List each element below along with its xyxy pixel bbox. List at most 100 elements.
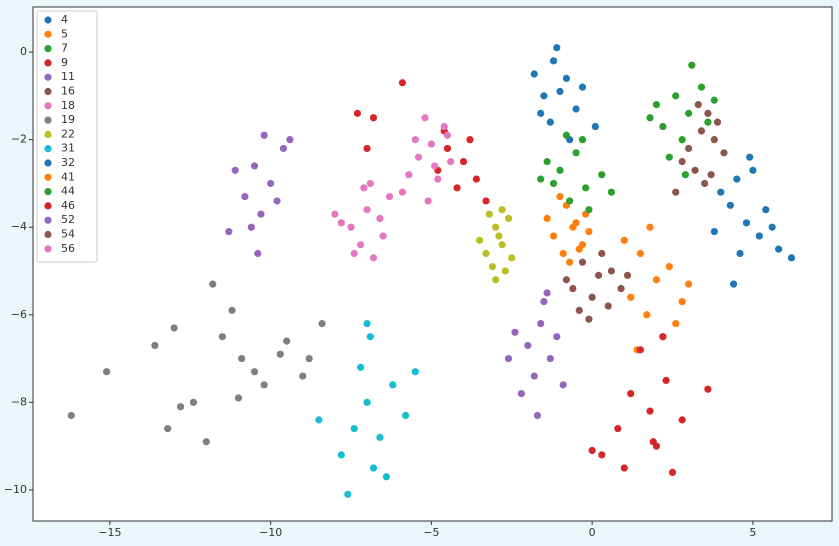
scatter-point (620, 236, 628, 244)
scatter-point (376, 433, 384, 441)
scatter-point (382, 473, 390, 481)
scatter-point (704, 118, 712, 126)
scatter-point (257, 210, 265, 218)
scatter-point (572, 105, 580, 113)
scatter-point (672, 92, 680, 100)
scatter-point (787, 254, 796, 262)
scatter-point (443, 131, 452, 139)
scatter-point (501, 267, 509, 275)
scatter-point (717, 188, 725, 196)
legend-label: 18 (61, 99, 75, 112)
scatter-point (623, 271, 632, 279)
scatter-point (533, 411, 542, 420)
scatter-point (427, 140, 435, 148)
scatter-point (366, 179, 374, 188)
scatter-point (569, 284, 577, 293)
scatter-point (537, 109, 545, 117)
scatter-point (189, 398, 198, 406)
scatter-point (498, 206, 506, 214)
legend-marker (44, 202, 52, 210)
scatter-point (318, 319, 326, 328)
scatter-point (453, 184, 461, 192)
scatter-point (357, 363, 365, 371)
scatter-point (344, 490, 352, 498)
legend-marker (44, 102, 52, 110)
scatter-point (350, 249, 358, 258)
legend-label: 46 (61, 199, 75, 212)
scatter-point (562, 131, 571, 139)
scatter-point (720, 149, 728, 157)
scatter-point (411, 368, 419, 376)
scatter-point (636, 346, 644, 354)
scatter-point (543, 157, 551, 166)
legend-label: 7 (61, 42, 68, 55)
scatter-point (250, 162, 259, 170)
scatter-point (337, 451, 345, 459)
scatter-point (733, 175, 741, 183)
scatter-point (578, 136, 587, 144)
scatter-point (273, 197, 281, 205)
scatter-point (238, 354, 246, 363)
scatter-point (170, 324, 178, 332)
scatter-point (537, 319, 545, 328)
scatter-point (678, 298, 686, 306)
y-tick-label: 0 (20, 45, 27, 58)
scatter-point (553, 44, 561, 52)
scatter-point (482, 197, 490, 205)
scatter-point (151, 341, 159, 350)
scatter-point (736, 249, 744, 258)
x-tick-label: 5 (749, 526, 756, 539)
scatter-point (652, 101, 661, 109)
scatter-point (472, 175, 480, 183)
legend-label: 32 (61, 156, 75, 169)
scatter-point (524, 341, 532, 350)
scatter-point (588, 446, 596, 455)
scatter-point (231, 166, 239, 174)
scatter-point (424, 197, 432, 205)
scatter-point (498, 241, 506, 249)
legend-label: 56 (61, 242, 75, 255)
scatter-point (530, 372, 538, 380)
scatter-point (659, 333, 667, 341)
plot-area (32, 6, 833, 522)
scatter-point (649, 438, 657, 446)
legend-marker (44, 145, 52, 153)
scatter-point (389, 381, 397, 389)
scatter-point (598, 249, 606, 258)
scatter-point (665, 153, 673, 161)
scatter-point (620, 464, 628, 472)
scatter-point (775, 245, 783, 253)
legend-label: 19 (61, 113, 75, 126)
scatter-point (218, 333, 226, 341)
scatter-point (556, 192, 564, 201)
scatter-point (398, 79, 407, 87)
scatter-point (366, 333, 374, 341)
scatter-point (363, 319, 371, 328)
scatter-point (668, 468, 677, 477)
x-tick-label: 0 (589, 526, 596, 539)
scatter-point (495, 232, 503, 240)
scatter-point (559, 249, 567, 258)
scatter-point (556, 166, 564, 174)
scatter-point (504, 354, 513, 363)
legend-label: 54 (61, 228, 75, 241)
scatter-point (701, 179, 709, 188)
scatter-point (202, 438, 210, 446)
legend-box (36, 10, 98, 263)
legend-marker (44, 216, 52, 224)
scatter-point (511, 328, 519, 336)
scatter-point (672, 188, 680, 196)
scatter-point (742, 219, 751, 227)
legend-marker (44, 188, 52, 196)
legend-label: 5 (61, 27, 68, 40)
scatter-point (411, 136, 419, 144)
scatter-point (459, 157, 468, 166)
legend-label: 52 (61, 213, 75, 226)
scatter-point (315, 416, 323, 424)
scatter-point (678, 136, 686, 144)
scatter-point (684, 280, 693, 288)
scatter-point (337, 219, 345, 227)
scatter-point (572, 149, 580, 157)
